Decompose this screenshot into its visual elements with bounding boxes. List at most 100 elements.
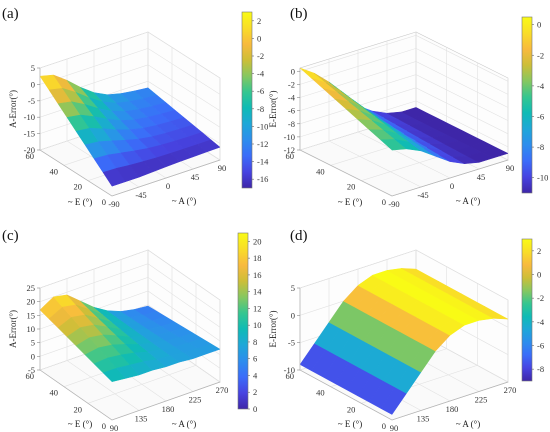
- y-gridline: [87, 283, 197, 404]
- x-tick-label: 90: [506, 163, 515, 173]
- z-tick-label: 0: [31, 79, 35, 89]
- z-tick-label: 0: [291, 310, 295, 320]
- z-tick-label: -20: [24, 145, 35, 155]
- colorbar-tick-label: 16: [253, 270, 262, 280]
- y-axis-label: ~ E (°): [338, 197, 362, 207]
- x-tick-label: 90: [218, 163, 227, 173]
- y-tick-label: 20: [347, 404, 356, 414]
- x-axis-label: ~ A (°): [172, 196, 196, 206]
- surface-patch: [481, 311, 509, 320]
- z-tick-label: -10: [24, 112, 35, 122]
- surface-patch: [196, 343, 221, 355]
- colorbar-tick-label: -8: [537, 364, 544, 374]
- colorbar-tick-label: -14: [257, 157, 269, 167]
- colorbar: [237, 232, 249, 410]
- y-axis-label: ~ E (°): [338, 419, 362, 429]
- y-tick-label: 20: [74, 182, 83, 192]
- panel-a-label: (a): [2, 6, 19, 22]
- x-tick-label: 90: [390, 423, 399, 432]
- z-tick-label: 5: [31, 338, 35, 348]
- y-tick-label: 60: [286, 151, 295, 161]
- z-tick-label: -4: [288, 93, 296, 103]
- colorbar-tick-label: 10: [253, 320, 262, 330]
- colorbar-tick-label: 0: [257, 33, 261, 43]
- colorbar-tick-label: 2: [537, 246, 541, 256]
- x-tick-label: 225: [189, 395, 202, 405]
- y-tick-label: 60: [26, 151, 35, 161]
- z-tick-label: -6: [288, 106, 295, 116]
- y-tick-label: 40: [316, 166, 325, 176]
- y-tick-label: 0: [382, 197, 386, 207]
- x-tick-label: -45: [135, 190, 146, 200]
- z-tick-label: -10: [284, 132, 295, 142]
- colorbar-tick-label: 12: [253, 303, 262, 313]
- colorbar-tick-label: 0: [537, 270, 541, 280]
- axes-d: 50-5-10020406090135180225270E-Error(°)~ …: [268, 238, 545, 432]
- surface-patch: [197, 139, 221, 153]
- y-axis-label: ~ E (°): [68, 419, 92, 429]
- colorbar-tick-label: 14: [253, 287, 262, 297]
- x-tick-label: 0: [450, 181, 454, 191]
- colorbar-tick-label: 18: [253, 253, 262, 263]
- axis-edge: [299, 288, 509, 421]
- z-axis-label: E-Error(°): [268, 90, 278, 127]
- colorbar-tick-label: -8: [257, 104, 264, 114]
- colorbar-tick-label: -4: [257, 69, 265, 79]
- z-tick-label: -12: [284, 145, 295, 155]
- z-tick-label: 10: [27, 324, 36, 334]
- x-tick-label: 45: [477, 172, 486, 182]
- colorbar: [521, 238, 533, 382]
- y-tick-label: 0: [382, 421, 386, 431]
- colorbar: [521, 16, 533, 194]
- z-axis-label: E-Error(°): [268, 310, 278, 347]
- z-tick-label: -15: [24, 129, 35, 139]
- z-tick-label: -8: [288, 119, 295, 129]
- z-axis-label: A-Error(°): [8, 90, 18, 128]
- z-tick-label: -2: [288, 79, 295, 89]
- z-tick-label: 20: [27, 297, 36, 307]
- y-tick-label: 60: [26, 371, 35, 381]
- panel-c: (c) 2520151050-5020406090135180225270A-E…: [2, 228, 262, 432]
- z-axis-label: A-Error(°): [8, 310, 18, 348]
- y-tick-label: 40: [316, 388, 325, 398]
- z-tick-label: -5: [288, 338, 295, 348]
- axes-c: 2520151050-5020406090135180225270A-Error…: [8, 232, 262, 432]
- y-tick-label: 60: [286, 371, 295, 381]
- y-tick-label: 20: [74, 404, 83, 414]
- colorbar-tick-label: 20: [253, 236, 262, 246]
- z-tick-label: -5: [28, 96, 35, 106]
- y-tick-label: 40: [50, 166, 59, 176]
- x-tick-label: 180: [162, 404, 175, 414]
- x-tick-label: -90: [108, 199, 119, 209]
- x-axis-label: ~ A (°): [456, 196, 480, 206]
- y-tick-label: 0: [102, 421, 106, 431]
- colorbar-tick-label: 6: [253, 354, 257, 364]
- colorbar-tick-label: -10: [257, 121, 268, 131]
- colorbar-tick-label: -2: [537, 50, 544, 60]
- x-tick-label: 270: [504, 385, 517, 395]
- colorbar-tick-label: -16: [257, 174, 268, 184]
- colorbar-tick-label: 4: [253, 370, 258, 380]
- z-tick-label: 25: [27, 283, 36, 293]
- axis-edge: [299, 68, 509, 197]
- y-tick-label: 0: [102, 197, 106, 207]
- colorbar: [241, 11, 253, 189]
- x-tick-label: 135: [417, 414, 430, 424]
- panel-a: (a) 50-5-10-15-200204060-90-4504590A-Err…: [2, 6, 269, 209]
- z-tick-label: 5: [291, 283, 295, 293]
- x-axis-label: ~ A (°): [172, 419, 196, 429]
- z-tick-label: 15: [27, 310, 36, 320]
- colorbar-tick-label: -2: [537, 293, 544, 303]
- x-tick-label: 225: [475, 395, 488, 405]
- colorbar-tick-label: -10: [537, 173, 548, 183]
- x-tick-label: 90: [110, 423, 119, 432]
- colorbar-tick-label: 2: [257, 16, 261, 26]
- y-tick-label: 20: [347, 182, 356, 192]
- z-tick-label: 0: [31, 351, 35, 361]
- axes-a: 50-5-10-15-200204060-90-4504590A-Error(°…: [8, 11, 269, 209]
- colorbar-tick-label: 2: [253, 387, 257, 397]
- colorbar-tick-label: -12: [257, 139, 268, 149]
- z-tick-label: 5: [31, 63, 35, 73]
- x-tick-label: -90: [388, 199, 399, 209]
